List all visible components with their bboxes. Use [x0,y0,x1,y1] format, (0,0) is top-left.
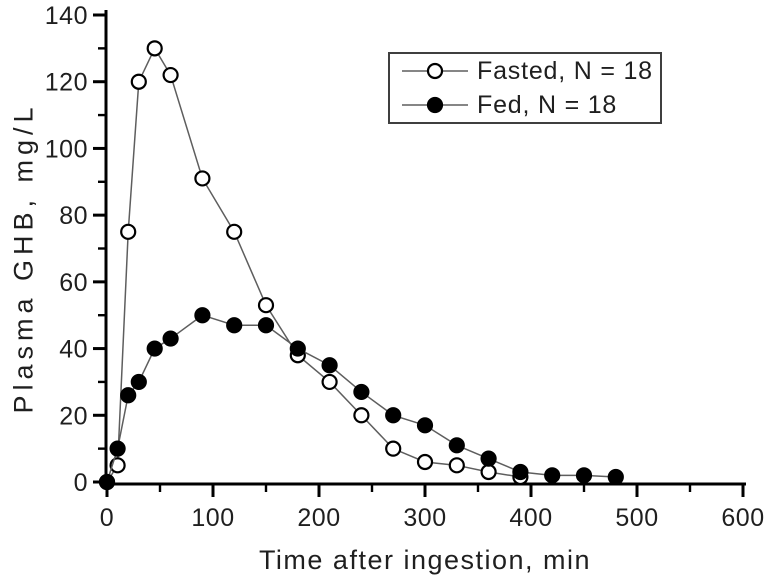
series-fed-marker [321,357,338,374]
x-tick-label: 200 [297,504,340,532]
fasted-open-circle-icon [402,62,468,80]
x-tick-label: 100 [191,504,234,532]
series-fed-marker [289,340,306,357]
y-tick-label: 60 [59,269,88,297]
series-fed-marker [120,387,137,404]
series-fed-marker [146,340,163,357]
y-tick-label: 0 [74,469,88,497]
x-tick-label: 400 [509,504,552,532]
series-fed-marker [226,317,243,334]
series-fed-marker [575,467,593,484]
series-fed-marker [109,440,126,457]
series-fasted-marker [257,297,275,314]
series-fasted-marker [448,457,465,474]
x-tick-label: 600 [721,504,764,532]
series-fed-marker [480,450,497,467]
y-tick-label: 100 [45,135,88,163]
series-fed-marker [512,463,529,481]
x-tick-label: 300 [403,504,446,532]
series-fasted-marker [385,440,402,457]
y-tick-label: 20 [59,402,88,430]
fasted-legend-marker [426,62,444,80]
y-tick-label: 140 [45,2,88,30]
x-axis-title: Time after ingestion, min [258,545,592,575]
series-fed-marker [448,437,465,454]
series-fasted-marker [416,453,434,471]
y-tick-label: 40 [59,336,88,364]
series-fasted-marker [146,40,163,57]
x-tick-label: 0 [100,504,114,532]
legend-label-fasted: Fasted, N = 18 [477,56,653,85]
fed-legend-marker [426,96,444,114]
y-axis-title: Plasma GHB, mg/L [8,102,39,414]
series-fed-marker [98,473,116,491]
series-fasted-marker [480,463,497,481]
series-fasted-marker [130,73,147,90]
legend-item-fasted: Fasted, N = 18 [402,56,660,86]
series-fed-marker [385,407,402,424]
series-fed-marker [162,330,179,347]
series-fasted-marker [120,223,137,240]
legend-label-fed: Fed, N = 18 [477,90,618,119]
series-fed-marker [416,417,434,434]
series-fed-marker [353,383,370,401]
series-fed-marker [130,373,147,391]
legend: Fasted, N = 18 Fed, N = 18 [388,52,662,124]
y-tick-label: 120 [45,69,88,97]
series-fasted-marker [321,373,338,391]
series-fasted-marker [194,170,211,187]
series-fed-marker [194,307,211,324]
series-fed-marker [257,317,275,334]
series-fasted-marker [353,407,370,424]
legend-item-fed: Fed, N = 18 [402,90,660,120]
series-fed [98,307,624,491]
series-fed-marker [607,468,624,486]
series-fed-marker [544,467,561,484]
series-fasted-marker [226,223,243,240]
series-fasted-marker [162,66,179,84]
x-tick-label: 500 [615,504,658,532]
fed-filled-circle-icon [402,96,468,114]
y-tick-label: 80 [59,202,88,230]
